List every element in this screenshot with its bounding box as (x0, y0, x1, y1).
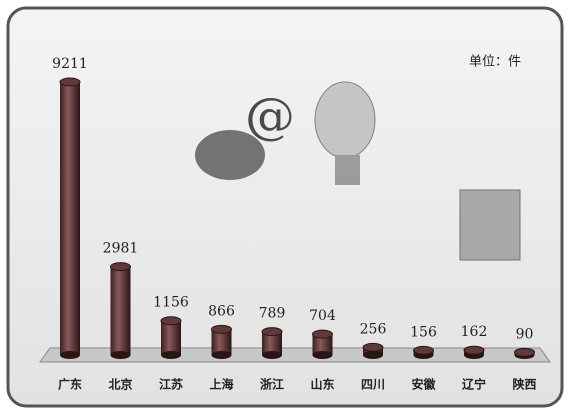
bar-base (161, 351, 181, 359)
data-label: 704 (309, 308, 336, 324)
bar-cap (160, 316, 182, 326)
bar (110, 266, 131, 355)
data-label: 156 (410, 324, 437, 340)
bar-base (262, 351, 282, 359)
bar-cap (110, 262, 131, 272)
bar-cap (362, 342, 384, 352)
bar-base (363, 351, 383, 359)
x-tick-label: 陕西 (512, 377, 536, 392)
x-tick-label: 山东 (310, 377, 334, 392)
bar-base (110, 351, 131, 359)
x-tick-label: 安徽 (411, 377, 436, 392)
svg-text:@: @ (245, 87, 295, 145)
data-label: 256 (360, 321, 387, 337)
data-label: 866 (208, 303, 235, 319)
data-label: 789 (259, 306, 286, 322)
x-tick-label: 北京 (108, 377, 132, 392)
data-label: 162 (461, 324, 488, 340)
data-label: 2981 (103, 241, 139, 257)
bar-base (211, 351, 232, 359)
bar-cap (463, 345, 485, 355)
bar-cap (261, 327, 283, 337)
bar (60, 82, 80, 355)
x-tick-label: 广东 (58, 377, 82, 392)
panel (6, 6, 564, 408)
data-label: 9211 (52, 56, 88, 72)
x-tick-label: 江苏 (159, 377, 183, 392)
bar-base (312, 351, 333, 359)
bar (211, 329, 232, 355)
bar (262, 331, 282, 355)
x-tick-label: 浙江 (260, 377, 284, 392)
bar (312, 334, 333, 355)
bar-cap (312, 329, 333, 339)
decoration: @ (195, 81, 521, 261)
bar (161, 320, 181, 355)
x-tick-label: 四川 (361, 378, 385, 392)
bar-base (60, 351, 80, 359)
data-label: 1156 (153, 295, 189, 311)
x-tick-label: 上海 (209, 377, 233, 392)
bar-cap (514, 347, 535, 357)
bar-cap (59, 77, 81, 87)
data-label: 90 (516, 326, 534, 342)
unit-label: 单位：件 (469, 55, 521, 70)
bar-cap (211, 324, 232, 334)
bar-cap (413, 345, 434, 355)
x-tick-label: 辽宁 (462, 377, 486, 392)
